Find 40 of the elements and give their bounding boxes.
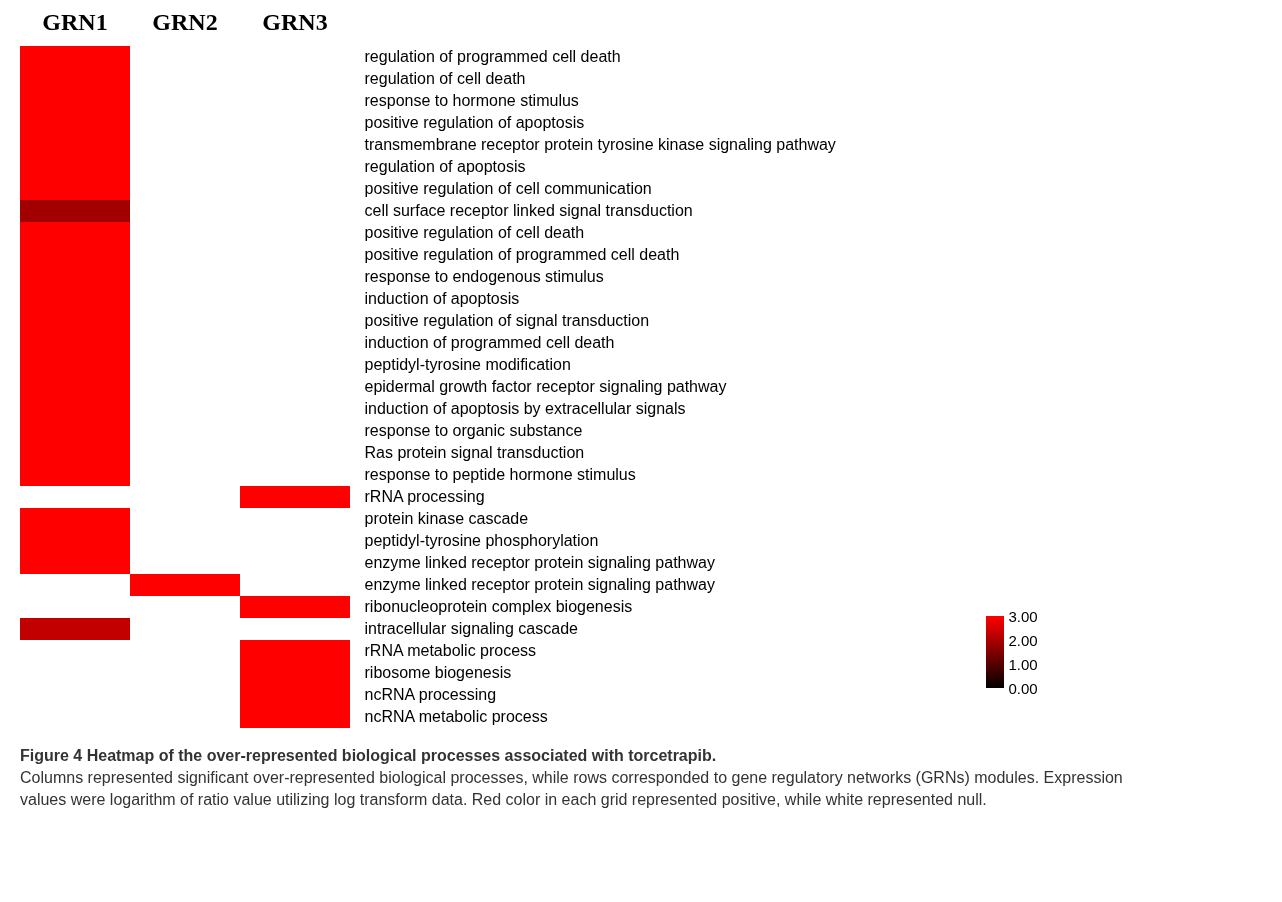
y-tick-label: rRNA metabolic process	[364, 642, 537, 659]
y-tick-label: positive regulation of programmed cell death	[364, 246, 680, 263]
x-tick-label: GRN2	[152, 8, 218, 35]
y-tick-label: enzyme linked receptor protein signaling pathway	[364, 576, 715, 593]
y-tick-label: intracellular signaling cascade	[364, 620, 579, 637]
x-tick-label: GRN1	[42, 8, 108, 35]
text: Columns represented significant over-represented biological processes, while rows corresponded to gene regulatory networks (GRNs) modules. Expression values were logarithm of ratio value utilizing log transform data. Red color in each grid represented positive, while white represented null.	[20, 769, 1123, 808]
y-tick-label: regulation of programmed cell death	[364, 48, 621, 65]
y-tick-label: regulation of cell death	[364, 70, 526, 87]
y-tick-label: positive regulation of cell communication	[364, 180, 652, 197]
y-tick-label: response to peptide hormone stimulus	[364, 466, 636, 483]
color-bar-label: 1.00	[1008, 655, 1038, 673]
color-bar-label: 2.00	[1008, 631, 1038, 649]
y-tick-label: positive regulation of apoptosis	[364, 114, 585, 131]
y-tick-label: Ras protein signal transduction	[364, 444, 585, 461]
y-tick-label: peptidyl-tyrosine modification	[364, 356, 571, 373]
y-tick-label: induction of apoptosis	[364, 290, 520, 307]
caption: Figure 4 Heatmap of the over-represented biological processes associated with torcetrapib.	[20, 747, 717, 764]
y-tick-label: ribonucleoprotein complex biogenesis	[364, 598, 633, 615]
y-tick-label: ncRNA metabolic process	[364, 708, 548, 725]
y-tick-label: peptidyl-tyrosine phosphorylation	[364, 532, 599, 549]
y-tick-label: transmembrane receptor protein tyrosine kinase signaling pathway	[364, 136, 836, 153]
y-tick-label: response to endogenous stimulus	[364, 268, 604, 285]
y-tick-label: ribosome biogenesis	[364, 664, 512, 681]
y-tick-label: regulation of apoptosis	[364, 158, 526, 175]
color-bar-label: 3.00	[1008, 607, 1038, 625]
x-tick-label: GRN3	[262, 8, 328, 35]
y-tick-label: response to organic substance	[364, 422, 583, 439]
y-tick-label: cell surface receptor linked signal transduction	[364, 202, 693, 219]
y-tick-label: induction of apoptosis by extracellular signals	[364, 400, 686, 417]
y-tick-label: enzyme linked receptor protein signaling pathway	[364, 554, 715, 571]
y-tick-label: induction of programmed cell death	[364, 334, 615, 351]
y-tick-label: epidermal growth factor receptor signaling pathway	[364, 378, 727, 395]
y-tick-label: response to hormone stimulus	[364, 92, 579, 109]
y-tick-label: positive regulation of cell death	[364, 224, 585, 241]
color-bar-label: 0.00	[1008, 679, 1038, 697]
y-tick-label: rRNA processing	[364, 488, 485, 505]
y-tick-label: ncRNA processing	[364, 686, 497, 703]
y-tick-label: protein kinase cascade	[364, 510, 529, 527]
y-tick-label: positive regulation of signal transduction	[364, 312, 650, 329]
